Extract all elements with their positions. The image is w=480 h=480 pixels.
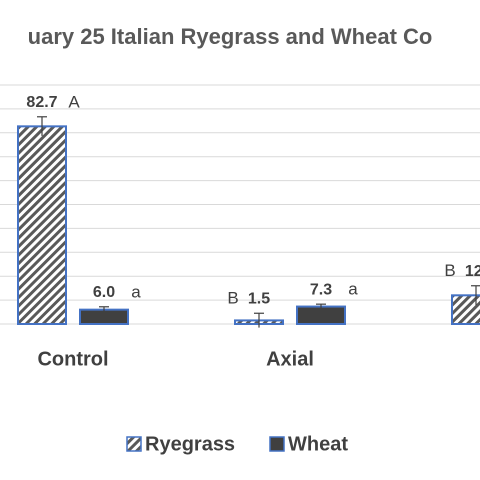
data-label: 6.0: [93, 284, 115, 301]
bar: [296, 305, 346, 326]
data-label: 12.: [465, 263, 480, 280]
bar: [451, 294, 480, 326]
legend-swatch: [269, 436, 285, 452]
bar: [17, 125, 67, 325]
x-tick-label: Control: [37, 348, 108, 370]
significance-letter: B: [444, 261, 455, 280]
significance-letter: A: [68, 92, 80, 111]
significance-letter: a: [348, 280, 358, 299]
significance-letter: a: [131, 282, 141, 301]
legend-label: Wheat: [288, 433, 348, 455]
data-label: 82.7: [26, 94, 57, 111]
legend-swatch: [126, 436, 142, 452]
significance-letter: B: [227, 289, 238, 308]
x-tick-label: Axial: [266, 348, 314, 370]
data-label: 1.5: [248, 290, 270, 307]
data-label: 7.3: [310, 281, 332, 298]
legend-label: Ryegrass: [145, 433, 235, 455]
chart-title: uary 25 Italian Ryegrass and Wheat Co: [28, 24, 433, 49]
